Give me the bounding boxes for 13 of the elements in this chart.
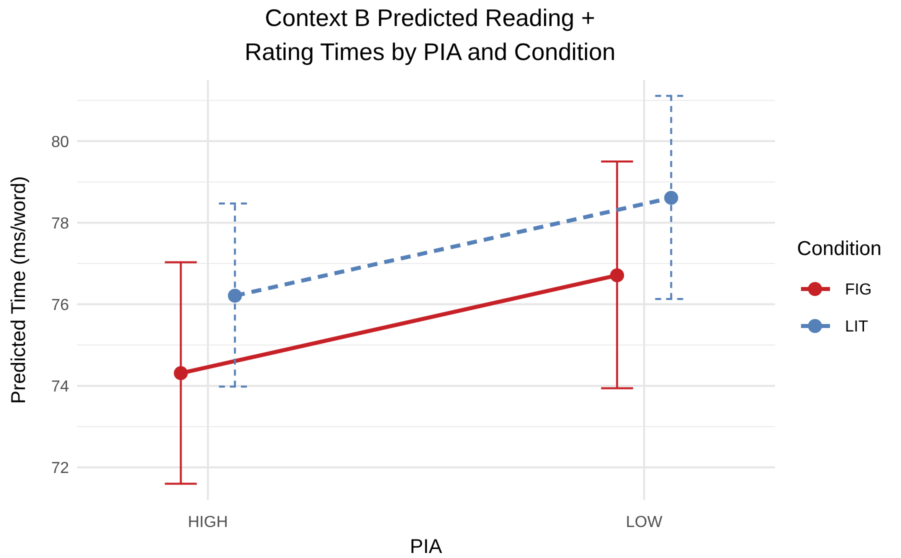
y-tick-label: 78 (51, 215, 70, 232)
legend-label: FIG (845, 282, 872, 299)
y-tick-label: 76 (51, 296, 70, 314)
y-tick-label: 74 (51, 378, 70, 396)
y-tick-label: 72 (51, 460, 70, 477)
x-axis-title: PIA (410, 536, 443, 558)
x-tick-label: LOW (626, 514, 664, 531)
y-axis-title: Predicted Time (ms/word) (8, 176, 30, 404)
y-tick-label: 80 (51, 134, 70, 151)
x-tick-label: HIGH (188, 514, 228, 531)
chart-title: Context B Predicted Reading + Rating Times by PIA and Condition (244, 5, 616, 66)
legend-label: LIT (845, 318, 868, 336)
legend-title: Condition (797, 238, 882, 260)
